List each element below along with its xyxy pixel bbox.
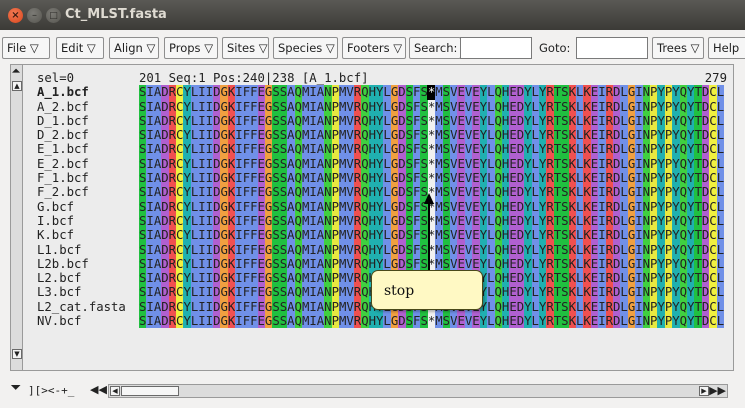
scroll-right-icon[interactable]: ▶ xyxy=(699,386,709,396)
scroll-bottom-icon[interactable]: ⏷ xyxy=(11,380,21,394)
bottom-bar: ⏷ ][><-+_ ◀◀ ◀ ▶ ▶▶ xyxy=(10,380,734,400)
scroll-up-icon[interactable]: ▲ xyxy=(12,81,22,91)
sequence-name[interactable]: L1.bcf xyxy=(37,242,82,257)
scroll-down-icon[interactable]: ▼ xyxy=(12,349,22,359)
alignment-grid[interactable]: S I A D R C Y L I I D G K I F F E G S S A Q M I A N P M V R Q H Y L G D S F S *… xyxy=(139,85,729,329)
scroll-leftmost-icon[interactable]: ◀◀ xyxy=(90,383,107,396)
goto-input[interactable] xyxy=(576,37,648,59)
search-input[interactable] xyxy=(460,37,532,59)
file-menu[interactable]: File ▽ xyxy=(2,37,50,59)
horizontal-scrollbar[interactable]: ◀ ▶ ▶▶ xyxy=(108,384,728,398)
sequence-name[interactable]: F_1.bcf xyxy=(37,171,89,186)
menu-bar: File ▽ Edit ▽ Align ▽ Props ▽ Sites ▽ Sp… xyxy=(0,35,745,59)
title-bar: × – □ Ct_MLST.fasta xyxy=(0,0,745,30)
sequence-name[interactable]: NV.bcf xyxy=(37,314,82,329)
sequence-name[interactable]: L2.bcf xyxy=(37,271,82,286)
sequence-name[interactable]: K.bcf xyxy=(37,228,75,243)
edit-menu[interactable]: Edit ▽ xyxy=(56,37,104,59)
callout-text: stop xyxy=(384,283,415,299)
sequence-name[interactable]: G.bcf xyxy=(37,199,75,214)
horizontal-scroll-thumb[interactable] xyxy=(121,386,179,396)
scroll-top-icon[interactable]: ⏶ xyxy=(12,66,20,77)
scroll-left-icon[interactable]: ◀ xyxy=(110,386,120,396)
position-status: 201 Seq:1 Pos:240|238 [A_1.bcf] 279 xyxy=(139,71,729,85)
sequence-name[interactable]: D_1.bcf xyxy=(37,113,89,128)
sequence-name[interactable]: E_1.bcf xyxy=(37,142,89,157)
footers-menu[interactable]: Footers ▽ xyxy=(342,37,406,59)
maximize-window-button[interactable]: □ xyxy=(46,8,61,23)
sequence-row[interactable]: SIADRCYLIIDGKIFFEGSSAQMIANPMVRQHYLGDSFS*… xyxy=(139,271,725,286)
alignment-panel: ⏶ ▲ ▼ sel=0 A_1.bcf A_2.bcf D_1.bcf D_2.bcf… xyxy=(10,64,734,371)
props-menu[interactable]: Props ▽ xyxy=(164,37,218,59)
help-menu[interactable]: Help xyxy=(708,37,745,59)
stop-callout: stop xyxy=(371,270,483,310)
sequence-name[interactable]: F_2.bcf xyxy=(37,185,89,200)
selection-status: sel=0 xyxy=(37,71,75,85)
sequence-name[interactable]: D_2.bcf xyxy=(37,128,89,143)
sequence-name[interactable]: A_1.bcf xyxy=(37,85,89,100)
goto-label: Goto: xyxy=(539,41,571,55)
alignment-length: 279 xyxy=(704,71,727,85)
sequence-name[interactable]: L2b.bcf xyxy=(37,256,89,271)
vertical-scrollbar[interactable]: ⏶ ▲ ▼ xyxy=(11,65,23,370)
search-label: Search: xyxy=(409,37,461,59)
sequence-name[interactable]: E_2.bcf xyxy=(37,156,89,171)
window-title: Ct_MLST.fasta xyxy=(65,7,167,22)
navigation-controls[interactable]: ][><-+_ xyxy=(28,384,75,397)
sequence-name[interactable]: I.bcf xyxy=(37,213,75,228)
sequence-name[interactable]: L2_cat.fasta xyxy=(37,299,126,314)
scroll-rightmost-icon[interactable]: ▶▶ xyxy=(709,384,726,397)
trees-menu[interactable]: Trees ▽ xyxy=(652,37,704,59)
align-menu[interactable]: Align ▽ xyxy=(109,37,159,59)
position-info: 201 Seq:1 Pos:240|238 [A_1.bcf] xyxy=(139,71,369,85)
minimize-window-button[interactable]: – xyxy=(27,8,42,23)
sequence-name-list: sel=0 A_1.bcf A_2.bcf D_1.bcf D_2.bcf E_1.bc… xyxy=(37,71,126,328)
sites-menu[interactable]: Sites ▽ xyxy=(222,37,269,59)
sequence-name[interactable]: L3.bcf xyxy=(37,285,82,300)
close-window-button[interactable]: × xyxy=(8,8,23,23)
sequence-name[interactable]: A_2.bcf xyxy=(37,99,89,114)
species-menu[interactable]: Species ▽ xyxy=(273,37,338,59)
